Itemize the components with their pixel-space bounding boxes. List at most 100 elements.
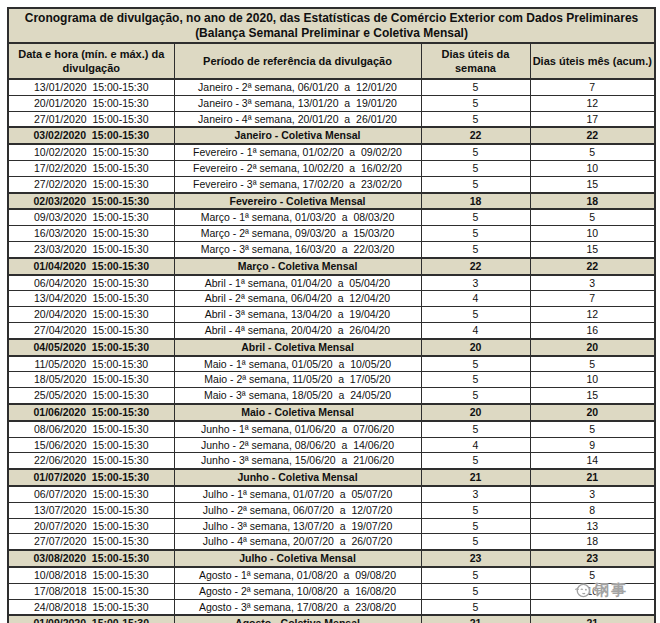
cell-reference-period: Abril - 3ª semana, 13/04/20 a 19/04/20 (174, 307, 421, 323)
cell-week-business-days: 5 (421, 95, 530, 111)
cell-release-datetime: 27/07/2020 15:00-15:30 (8, 534, 174, 550)
cell-month-business-days: 23 (530, 550, 655, 567)
cell-week-business-days: 3 (421, 275, 530, 291)
cell-release-datetime: 23/03/2020 15:00-15:30 (8, 241, 174, 257)
cell-week-business-days: 3 (421, 486, 530, 502)
table-row: 17/08/2018 15:00-15:30 Agosto - 2ª seman… (8, 583, 655, 599)
cell-reference-period: Maio - Coletiva Mensal (174, 404, 421, 421)
cell-reference-period: Janeiro - 3ª semana, 13/01/20 a 19/01/20 (174, 95, 421, 111)
cell-month-business-days: 14 (530, 453, 655, 469)
cell-reference-period: Janeiro - Coletiva Mensal (174, 127, 421, 144)
title-row: Cronograma de divulgação, no ano de 2020… (8, 8, 655, 43)
cell-week-business-days: 23 (421, 550, 530, 567)
cell-week-business-days: 5 (421, 226, 530, 242)
cell-release-datetime: 24/08/2018 15:00-15:30 (8, 599, 174, 615)
cell-month-business-days: 15 (530, 241, 655, 257)
cell-month-business-days: 22 (530, 127, 655, 144)
schedule-table: Cronograma de divulgação, no ano de 2020… (7, 7, 656, 623)
table-row: 09/03/2020 15:00-15:30 Março - 1ª semana… (8, 209, 655, 225)
cell-week-business-days: 5 (421, 307, 530, 323)
cell-week-business-days: 5 (421, 518, 530, 534)
table-row: 04/05/2020 15:00-15:30 Abril - Coletiva … (8, 339, 655, 356)
cell-month-business-days: 10 (530, 226, 655, 242)
table-row: 22/06/2020 15:00-15:30 Junho - 3ª semana… (8, 453, 655, 469)
cell-reference-period: Agosto - 1ª semana, 01/08/20 a 09/08/20 (174, 567, 421, 583)
cell-reference-period: Abril - 1ª semana, 01/04/20 a 05/04/20 (174, 275, 421, 291)
cell-reference-period: Junho - 2ª semana, 08/06/20 a 14/06/20 (174, 437, 421, 453)
column-header-reference-period: Período de referência da divulgação (174, 43, 421, 79)
table-title-line1: Cronograma de divulgação, no ano de 2020… (9, 11, 654, 26)
table-title: Cronograma de divulgação, no ano de 2020… (8, 8, 655, 43)
cell-reference-period: Março - 1ª semana, 01/03/20 a 08/03/20 (174, 209, 421, 225)
cell-release-datetime: 22/06/2020 15:00-15:30 (8, 453, 174, 469)
cell-release-datetime: 20/01/2020 15:00-15:30 (8, 95, 174, 111)
cell-release-datetime: 11/05/2020 15:00-15:30 (8, 356, 174, 372)
cell-release-datetime: 17/08/2018 15:00-15:30 (8, 583, 174, 599)
cell-reference-period: Agosto - 3ª semana, 17/08/20 a 23/08/20 (174, 599, 421, 615)
cell-week-business-days: 5 (421, 502, 530, 518)
cell-week-business-days: 5 (421, 160, 530, 176)
cell-release-datetime: 16/03/2020 15:00-15:30 (8, 226, 174, 242)
cell-month-business-days: 5 (530, 421, 655, 437)
cell-month-business-days: 10 (530, 372, 655, 388)
cell-release-datetime: 27/01/2020 15:00-15:30 (8, 111, 174, 127)
table-row: 03/08/2020 15:00-15:30 Julho - Coletiva … (8, 550, 655, 567)
table-row: 08/06/2020 15:00-15:30 Junho - 1ª semana… (8, 421, 655, 437)
cell-reference-period: Julho - Coletiva Mensal (174, 550, 421, 567)
table-row: 27/07/2020 15:00-15:30 Julho - 4ª semana… (8, 534, 655, 550)
table-row: 13/07/2020 15:00-15:30 Julho - 2ª semana… (8, 502, 655, 518)
table-row: 24/08/2018 15:00-15:30 Agosto - 3ª seman… (8, 599, 655, 615)
table-row: 06/04/2020 15:00-15:30 Abril - 1ª semana… (8, 275, 655, 291)
cell-month-business-days: 10 (530, 583, 655, 599)
cell-month-business-days: 18 (530, 534, 655, 550)
table-row: 10/08/2018 15:00-15:30 Agosto - 1ª seman… (8, 567, 655, 583)
table-row: 27/02/2020 15:00-15:30 Fevereiro - 3ª se… (8, 176, 655, 192)
cell-month-business-days: 8 (530, 502, 655, 518)
cell-reference-period: Junho - 1ª semana, 01/06/20 a 07/06/20 (174, 421, 421, 437)
cell-release-datetime: 08/06/2020 15:00-15:30 (8, 421, 174, 437)
table-row: 25/05/2020 15:00-15:30 Maio - 3ª semana,… (8, 388, 655, 404)
cell-month-business-days: 12 (530, 95, 655, 111)
cell-reference-period: Maio - 1ª semana, 01/05/20 a 10/05/20 (174, 356, 421, 372)
cell-release-datetime: 17/02/2020 15:00-15:30 (8, 160, 174, 176)
cell-week-business-days: 21 (421, 615, 530, 623)
cell-reference-period: Agosto - Coletiva Mensal (174, 615, 421, 623)
table-row: 10/02/2020 15:00-15:30 Fevereiro - 1ª se… (8, 144, 655, 160)
table-row: 27/01/2020 15:00-15:30 Janeiro - 4ª sema… (8, 111, 655, 127)
cell-release-datetime: 13/07/2020 15:00-15:30 (8, 502, 174, 518)
table-row: 20/04/2020 15:00-15:30 Abril - 3ª semana… (8, 307, 655, 323)
table-row: 03/02/2020 15:00-15:30 Janeiro - Coletiv… (8, 127, 655, 144)
cell-reference-period: Março - 2ª semana, 09/03/20 a 15/03/20 (174, 226, 421, 242)
cell-release-datetime: 13/04/2020 15:00-15:30 (8, 291, 174, 307)
cell-week-business-days: 5 (421, 356, 530, 372)
cell-release-datetime: 10/02/2020 15:00-15:30 (8, 144, 174, 160)
cell-release-datetime: 20/04/2020 15:00-15:30 (8, 307, 174, 323)
cell-week-business-days: 18 (421, 193, 530, 210)
cell-release-datetime: 18/05/2020 15:00-15:30 (8, 372, 174, 388)
cell-reference-period: Agosto - 2ª semana, 10/08/20 a 16/08/20 (174, 583, 421, 599)
table-row: 01/04/2020 15:00-15:30 Março - Coletiva … (8, 258, 655, 275)
cell-reference-period: Julho - 2ª semana, 06/07/20 a 12/07/20 (174, 502, 421, 518)
column-header-release-datetime: Data e hora (mín. e máx.) da divulgação (8, 43, 174, 79)
table-row: 15/06/2020 15:00-15:30 Junho - 2ª semana… (8, 437, 655, 453)
cell-week-business-days: 5 (421, 241, 530, 257)
cell-reference-period: Janeiro - 4ª semana, 20/01/20 a 26/01/20 (174, 111, 421, 127)
table-title-line2: (Balança Semanal Preliminar e Coletiva M… (9, 26, 654, 41)
cell-reference-period: Janeiro - 2ª semana, 06/01/20 a 12/01/20 (174, 79, 421, 95)
cell-week-business-days: 22 (421, 258, 530, 275)
table-row: 01/06/2020 15:00-15:30 Maio - Coletiva M… (8, 404, 655, 421)
cell-release-datetime: 15/06/2020 15:00-15:30 (8, 437, 174, 453)
cell-week-business-days: 5 (421, 599, 530, 615)
cell-release-datetime: 09/03/2020 15:00-15:30 (8, 209, 174, 225)
cell-week-business-days: 5 (421, 388, 530, 404)
cell-month-business-days: 13 (530, 518, 655, 534)
cell-month-business-days: 5 (530, 356, 655, 372)
table-row: 02/03/2020 15:00-15:30 Fevereiro - Colet… (8, 193, 655, 210)
cell-release-datetime: 02/03/2020 15:00-15:30 (8, 193, 174, 210)
cell-release-datetime: 13/01/2020 15:00-15:30 (8, 79, 174, 95)
cell-week-business-days: 20 (421, 339, 530, 356)
cell-week-business-days: 5 (421, 372, 530, 388)
table-row: 20/01/2020 15:00-15:30 Janeiro - 3ª sema… (8, 95, 655, 111)
cell-month-business-days: 7 (530, 291, 655, 307)
cell-month-business-days: 15 (530, 176, 655, 192)
